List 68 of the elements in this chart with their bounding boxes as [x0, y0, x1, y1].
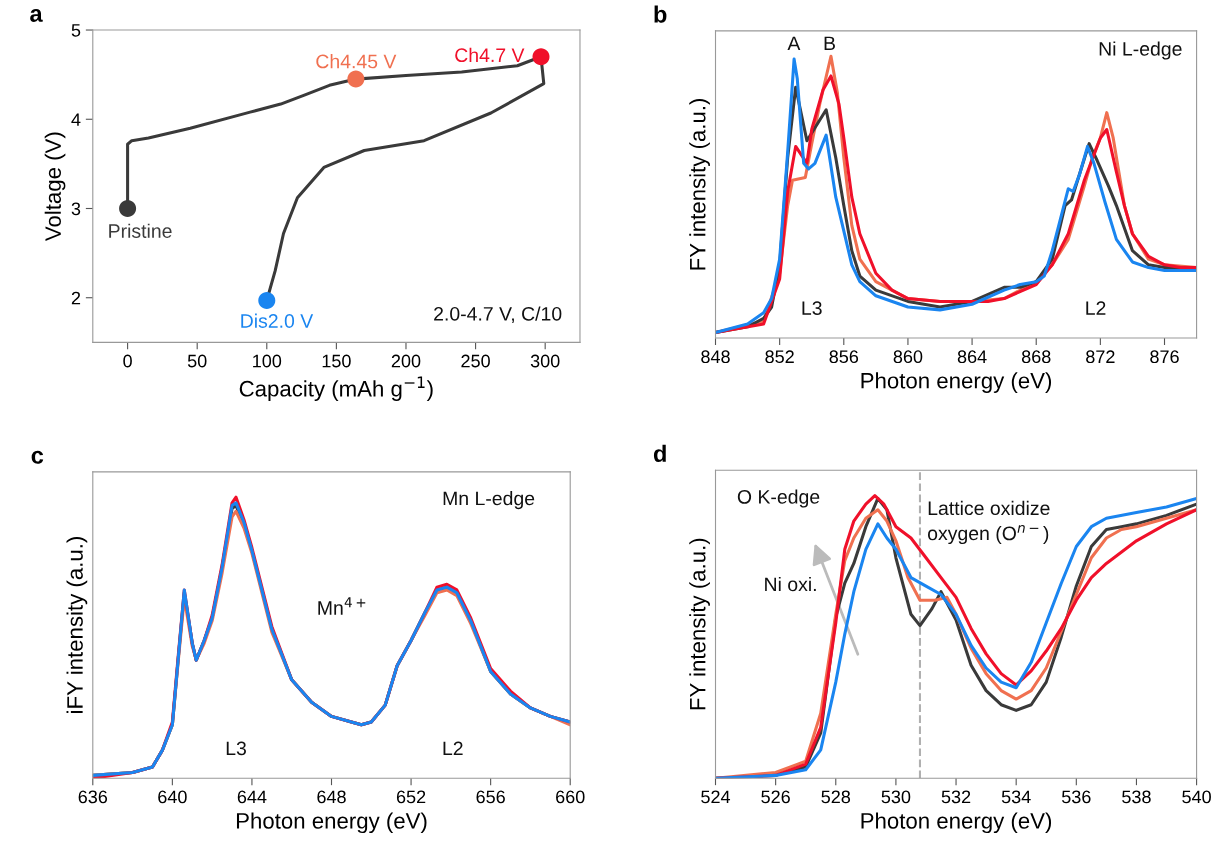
x-tick-label: 50: [187, 354, 207, 368]
annotation: 2.0-4.7 V, C/10: [434, 306, 562, 323]
annotation: Pristine: [109, 223, 172, 238]
text: B: [824, 36, 835, 51]
point: [347, 70, 365, 88]
text: A: [787, 36, 801, 51]
x-tick-label: 300: [530, 354, 560, 368]
x-tick-label: 526: [761, 790, 790, 804]
chart-title: a: [30, 8, 43, 22]
x-tick-label: 532: [941, 790, 971, 804]
annotation: Mn L-edge: [443, 491, 535, 510]
x-axis-title: Photon energy (eV): [861, 812, 1052, 834]
x-tick-label: 200: [391, 354, 421, 368]
x-tick-label: 876: [1150, 350, 1179, 364]
x-tick-label: 530: [881, 790, 911, 804]
y-tick-label: 5: [71, 24, 81, 37]
annotation: Ni oxi.: [765, 576, 816, 592]
annotation: O K-edge: [737, 489, 820, 508]
x-tick-label: 528: [821, 790, 851, 804]
x-axis-title: Capacity (mAh g$^{−1}$): [239, 376, 433, 401]
x-tick-label: 852: [765, 350, 794, 364]
chart-title: b: [654, 5, 667, 23]
annotation: L2: [1086, 301, 1106, 315]
y-axis-title: FY intensity (a.u.): [689, 538, 710, 710]
annotation: Ch4.45 V: [316, 54, 397, 69]
y-tick-label: 2: [71, 291, 81, 305]
x-tick-label: 524: [701, 790, 731, 804]
x-tick-label: 652: [396, 790, 426, 804]
annotation: Ni L-edge: [1099, 41, 1182, 60]
x-tick-label: 660: [556, 790, 585, 804]
chart-title: d: [653, 444, 666, 463]
x-tick-label: 860: [893, 350, 923, 364]
x-tick-label: 848: [701, 350, 730, 364]
x-tick-label: 856: [829, 350, 859, 364]
point: [258, 291, 276, 309]
x-axis-title: Photon energy (eV): [861, 372, 1052, 393]
x-tick-label: 868: [1021, 350, 1051, 364]
x-axis-title: Photon energy (eV): [236, 812, 427, 834]
x-tick-label: 250: [461, 354, 490, 368]
x-tick-label: 872: [1086, 350, 1115, 364]
x-tick-label: 636: [78, 790, 108, 804]
annotation: Mn$^{4+}$: [318, 597, 366, 615]
annotation: Dis2.0 V: [241, 313, 314, 328]
x-tick-label: 0: [123, 354, 132, 368]
x-tick-label: 640: [158, 790, 187, 804]
y-tick-label: 4: [71, 113, 81, 126]
x-tick-label: 648: [317, 790, 346, 804]
x-tick-label: 150: [322, 354, 351, 368]
x-tick-label: 540: [1182, 790, 1211, 804]
x-tick-label: 656: [476, 790, 505, 804]
x-tick-label: 536: [1061, 790, 1091, 804]
y-tick-label: 3: [71, 202, 81, 216]
y-axis-title: iFY intensity (a.u.): [66, 537, 88, 713]
point: [119, 199, 137, 217]
point: [532, 48, 550, 66]
x-tick-label: 538: [1122, 790, 1151, 804]
annotation: L2: [443, 741, 463, 756]
annotation: Lattice oxidize oxygen (O$^{n−}$): [928, 500, 1050, 545]
annotation: Ch4.7 V: [455, 47, 525, 63]
x-tick-label: 864: [957, 350, 987, 364]
x-tick-label: 100: [253, 354, 282, 368]
x-tick-label: 534: [1001, 790, 1031, 804]
annotation: L3: [226, 741, 246, 756]
chart-title: c: [31, 450, 44, 464]
x-tick-label: 644: [237, 790, 267, 804]
y-axis-title: FY intensity (a.u.): [689, 98, 710, 270]
annotation: L3: [802, 301, 822, 316]
y-axis-title: Voltage (V): [44, 132, 66, 242]
